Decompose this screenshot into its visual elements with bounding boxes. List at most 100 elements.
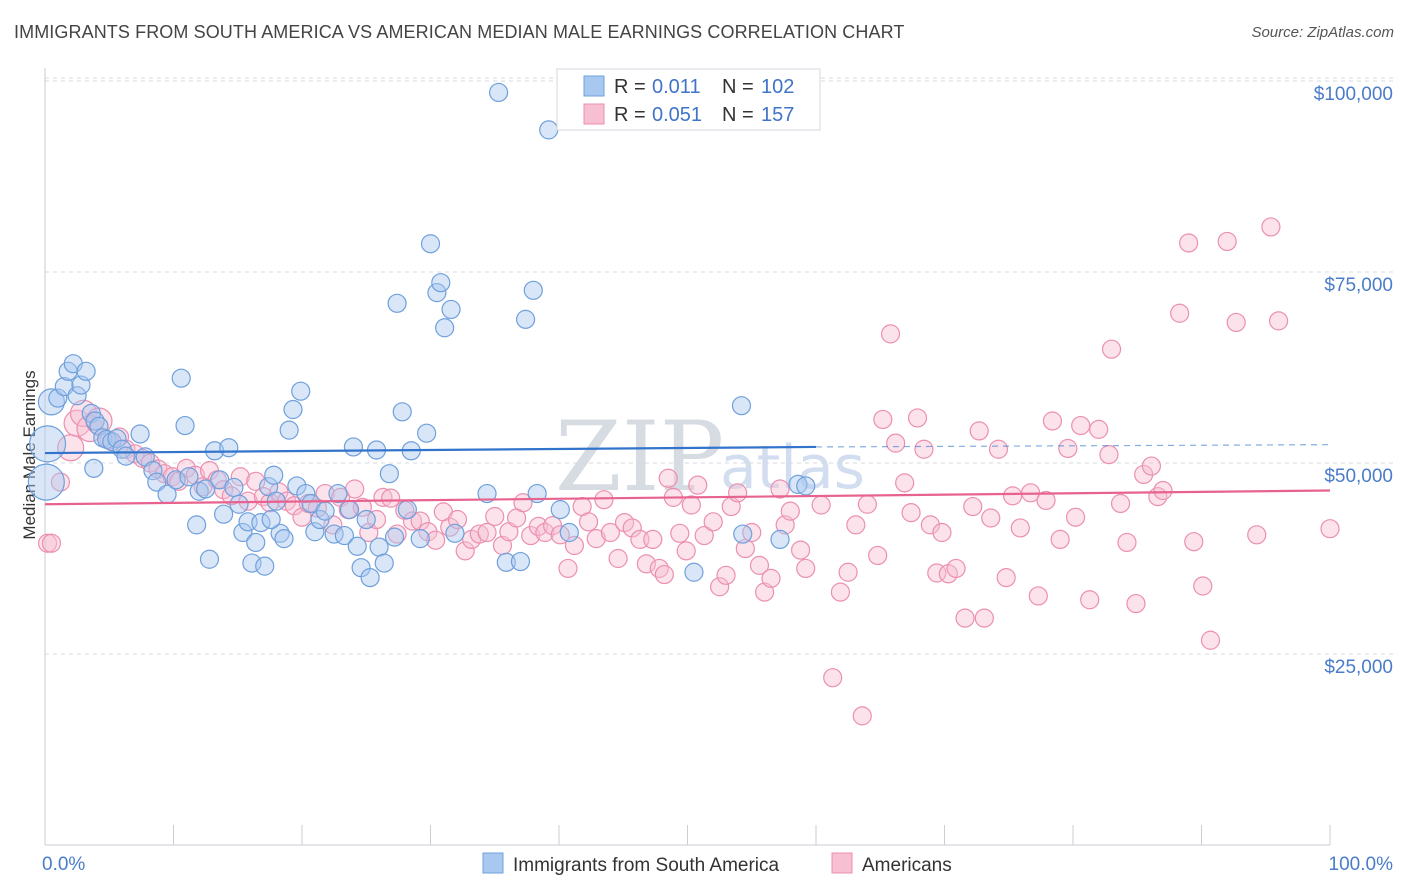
immigrants-point bbox=[196, 479, 216, 499]
americans-point bbox=[955, 608, 975, 628]
americans-point bbox=[1117, 532, 1137, 553]
americans-point bbox=[857, 494, 878, 514]
americans-point bbox=[932, 522, 952, 543]
y-tick-label: $25,000 bbox=[1324, 657, 1393, 678]
trend-line-immigrants-extension bbox=[815, 444, 1331, 448]
immigrants-point bbox=[328, 483, 348, 504]
y-tick-labels: $25,000 $50,000 $75,000 $100,000 bbox=[1314, 84, 1393, 678]
immigrants-point bbox=[731, 396, 752, 416]
immigrants-point bbox=[417, 423, 437, 443]
axes bbox=[44, 68, 1331, 846]
legend-n-label-2: N = bbox=[722, 104, 754, 126]
immigrants-point bbox=[37, 388, 66, 416]
immigrants-point bbox=[214, 504, 234, 524]
americans-point bbox=[1036, 490, 1056, 511]
americans-point bbox=[880, 324, 901, 344]
americans-point bbox=[846, 515, 866, 535]
americans-point bbox=[578, 512, 599, 532]
bottom-legend-swatch-blue bbox=[482, 852, 504, 874]
americans-point bbox=[1179, 233, 1199, 253]
immigrants-point bbox=[339, 500, 360, 520]
immigrants-point bbox=[219, 438, 239, 458]
americans-point bbox=[1320, 519, 1340, 539]
americans-point bbox=[1050, 529, 1070, 550]
americans-point bbox=[790, 540, 811, 560]
americans-point bbox=[649, 558, 669, 579]
americans-point bbox=[608, 548, 628, 569]
immigrants-point bbox=[387, 293, 407, 313]
immigrants-point bbox=[356, 509, 376, 530]
americans-point bbox=[728, 483, 748, 503]
legend-swatch-blue bbox=[583, 75, 605, 97]
americans-point bbox=[1071, 415, 1091, 436]
americans-point bbox=[838, 562, 858, 582]
americans-point bbox=[1268, 311, 1289, 331]
americans-point bbox=[1226, 312, 1246, 333]
immigrants-point bbox=[305, 522, 325, 542]
correlation-legend: R = 0.011 N = 102 R = 0.051 N = 157 bbox=[556, 68, 821, 131]
americans-point bbox=[886, 433, 906, 453]
immigrants-point bbox=[334, 525, 355, 546]
trend-lines bbox=[44, 444, 1331, 506]
americans-point bbox=[636, 554, 656, 574]
immigrants-point bbox=[477, 483, 497, 504]
americans-point bbox=[1042, 411, 1063, 431]
series-immigrants bbox=[27, 82, 816, 588]
immigrants-point bbox=[274, 529, 294, 549]
legend-r-label-1: R = bbox=[614, 76, 646, 98]
americans-point bbox=[710, 577, 730, 597]
americans-point bbox=[749, 555, 770, 575]
americans-point bbox=[1126, 593, 1146, 614]
americans-point bbox=[41, 533, 62, 553]
americans-point bbox=[981, 508, 1001, 528]
americans-point bbox=[914, 439, 934, 459]
americans-point bbox=[1058, 438, 1078, 459]
immigrants-point bbox=[384, 527, 405, 547]
americans-point bbox=[1101, 339, 1122, 359]
americans-point bbox=[770, 479, 790, 499]
immigrants-point bbox=[229, 494, 249, 514]
americans-point bbox=[1065, 507, 1086, 527]
immigrants-point bbox=[369, 537, 389, 557]
series-americans bbox=[37, 217, 1340, 726]
y-tick-label: $50,000 bbox=[1324, 466, 1393, 487]
americans-point bbox=[230, 467, 250, 487]
immigrants-point bbox=[67, 386, 87, 406]
immigrants-point bbox=[76, 361, 96, 381]
legend-r-value-2: 0.051 bbox=[652, 104, 702, 126]
trend-line-americans bbox=[44, 489, 1331, 506]
americans-point bbox=[1003, 486, 1023, 506]
chart-title: IMMIGRANTS FROM SOUTH AMERICA VS AMERICA… bbox=[14, 22, 905, 42]
americans-point bbox=[1261, 217, 1281, 237]
immigrants-point bbox=[523, 280, 543, 300]
immigrants-point bbox=[441, 299, 461, 320]
immigrants-point bbox=[539, 120, 559, 140]
americans-point bbox=[873, 409, 893, 430]
americans-point bbox=[830, 582, 851, 602]
y-tick-label: $75,000 bbox=[1324, 275, 1393, 296]
americans-point bbox=[1193, 576, 1213, 596]
americans-point bbox=[780, 501, 800, 521]
americans-point bbox=[1099, 444, 1119, 465]
immigrants-point bbox=[28, 425, 67, 463]
immigrants-point bbox=[360, 567, 380, 588]
americans-point bbox=[868, 545, 888, 566]
immigrants-point bbox=[489, 82, 509, 103]
immigrants-point bbox=[255, 556, 275, 576]
americans-point bbox=[969, 421, 989, 441]
americans-point bbox=[920, 515, 940, 535]
americans-point bbox=[1028, 586, 1048, 606]
americans-point bbox=[963, 496, 983, 517]
immigrants-point bbox=[420, 234, 441, 254]
immigrants-point bbox=[261, 509, 281, 530]
americans-point bbox=[387, 524, 407, 544]
bottom-legend-label-americans: Americans bbox=[862, 855, 952, 876]
x-tick-label-max: 100.0% bbox=[1329, 854, 1394, 875]
immigrants-point bbox=[347, 536, 367, 556]
americans-point bbox=[852, 706, 872, 726]
americans-point bbox=[440, 517, 460, 537]
immigrants-point bbox=[496, 552, 516, 572]
legend-n-label-1: N = bbox=[722, 76, 754, 98]
immigrants-point bbox=[684, 562, 704, 582]
